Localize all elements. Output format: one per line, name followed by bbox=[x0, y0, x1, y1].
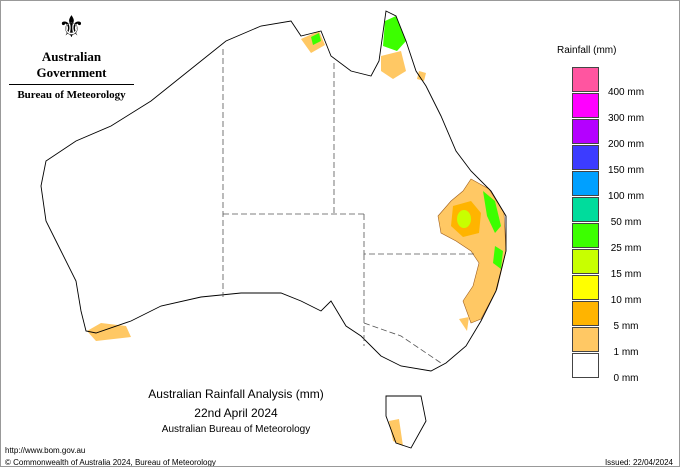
state-borders bbox=[222, 49, 476, 364]
rain-area-cape-york-green bbox=[383, 16, 406, 51]
legend-label: 5 mm bbox=[613, 321, 639, 332]
rain-area-vic bbox=[459, 317, 469, 331]
rain-area-gulf bbox=[417, 71, 426, 81]
legend-title: Rainfall (mm) bbox=[557, 45, 617, 56]
legend-label: 400 mm bbox=[607, 87, 645, 98]
legend-swatch bbox=[572, 145, 599, 170]
map-source: Australian Bureau of Meteorology bbox=[161, 424, 311, 435]
legend-label: 50 mm bbox=[610, 217, 642, 228]
rain-area-inland-yellow bbox=[457, 210, 471, 228]
legend-swatch bbox=[572, 171, 599, 196]
legend-swatch bbox=[572, 275, 599, 300]
border-nsw-vic bbox=[363, 322, 442, 364]
legend-swatch bbox=[572, 249, 599, 274]
issued-date: Issued: 22/04/2024 bbox=[604, 458, 673, 467]
legend-label: 200 mm bbox=[607, 139, 645, 150]
agency-name: Bureau of Meteorology bbox=[17, 89, 126, 101]
org-name: Australian Government bbox=[9, 49, 134, 85]
legend-label: 300 mm bbox=[607, 113, 645, 124]
legend-label: 10 mm bbox=[610, 295, 642, 306]
legend-swatch bbox=[572, 301, 599, 326]
government-logo: ⚜ Australian Government Bureau of Meteor… bbox=[9, 11, 134, 101]
tasmania-coastline bbox=[385, 395, 427, 449]
legend-label: 15 mm bbox=[610, 269, 642, 280]
rain-area-tasmania bbox=[389, 419, 403, 446]
legend-swatch bbox=[572, 197, 599, 222]
australia-coastline bbox=[40, 10, 507, 372]
rain-area-cape-york bbox=[381, 51, 406, 79]
rain-area-coast-green-2 bbox=[493, 246, 503, 269]
legend-swatch bbox=[572, 327, 599, 352]
rain-area-top-end-green bbox=[311, 33, 321, 45]
map-date: 22nd April 2024 bbox=[194, 406, 278, 420]
legend-swatch bbox=[572, 223, 599, 248]
legend-swatch bbox=[572, 93, 599, 118]
coat-of-arms-icon: ⚜ bbox=[58, 11, 85, 44]
legend-label: 0 mm bbox=[613, 373, 639, 384]
copyright: © Commonwealth of Australia 2024, Bureau… bbox=[5, 458, 216, 467]
legend-label: 25 mm bbox=[610, 243, 642, 254]
legend-label: 100 mm bbox=[607, 191, 645, 202]
rain-area-sw-wa bbox=[87, 323, 131, 341]
map-title: Australian Rainfall Analysis (mm) bbox=[148, 387, 324, 401]
legend-label: 150 mm bbox=[607, 165, 645, 176]
website-link[interactable]: http://www.bom.gov.au bbox=[5, 446, 86, 455]
legend-swatch bbox=[572, 67, 599, 92]
rain-areas bbox=[87, 16, 507, 446]
legend-label: 1 mm bbox=[613, 347, 639, 358]
legend-swatch bbox=[572, 119, 599, 144]
legend-swatch bbox=[572, 353, 599, 378]
rain-area-coast-green bbox=[483, 191, 501, 233]
